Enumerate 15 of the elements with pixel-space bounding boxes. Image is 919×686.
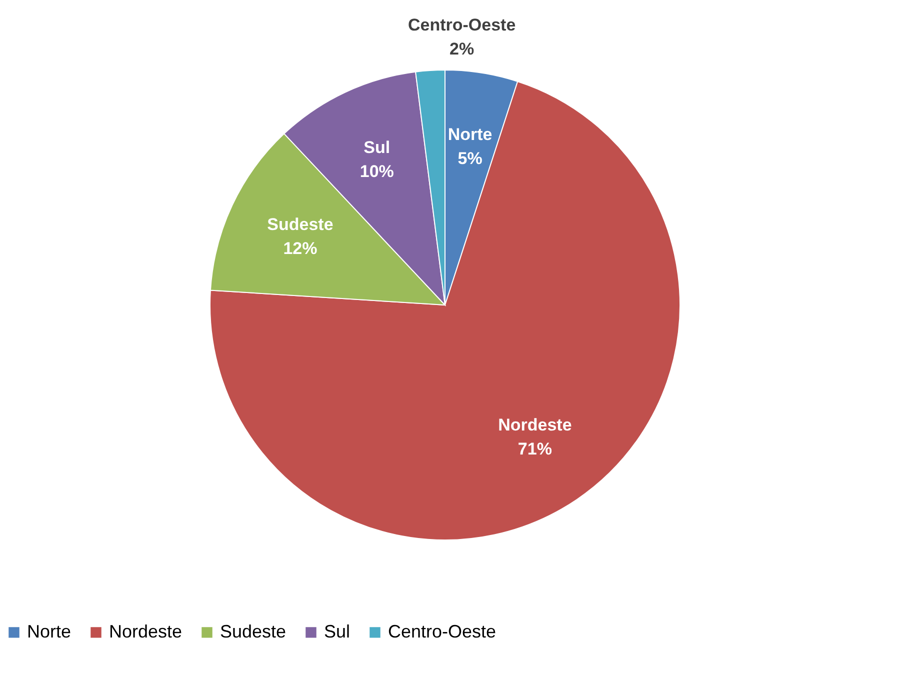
slice-label: Centro-Oeste — [408, 16, 516, 35]
legend-label: Nordeste — [109, 621, 182, 642]
data-label: 10% — [360, 162, 394, 182]
slice-label: Sul — [364, 138, 390, 158]
legend-label: Norte — [27, 621, 72, 642]
data-label: 71% — [518, 439, 552, 458]
legend-label: Centro-Oeste — [388, 621, 496, 642]
data-label: 5% — [458, 148, 482, 168]
slice-label: Sudeste — [267, 214, 334, 234]
data-label: 2% — [450, 40, 474, 59]
slice-label: Nordeste — [498, 415, 572, 434]
legend-label: Sul — [324, 621, 350, 642]
slice-label: Norte — [448, 124, 492, 144]
legend-label: Sudeste — [220, 621, 286, 642]
data-label: 12% — [283, 238, 318, 258]
